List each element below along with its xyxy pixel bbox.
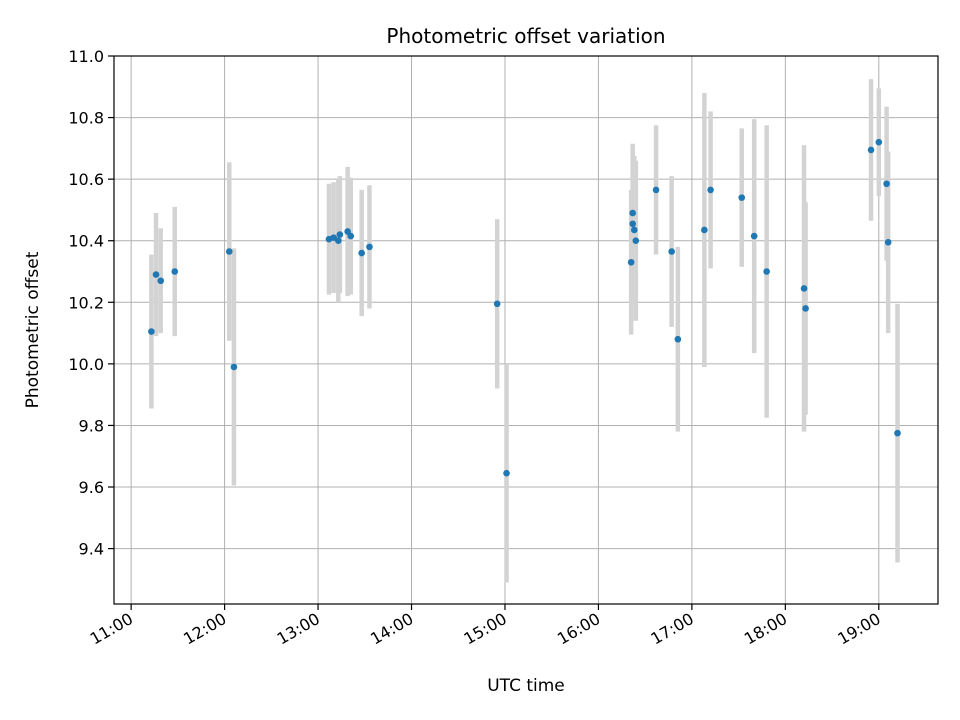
data-point — [883, 180, 890, 188]
x-tick-label: 15:00 — [461, 609, 510, 649]
y-tick-label: 10.0 — [68, 355, 104, 374]
x-axis: 11:00 12:00 13:00 14:00 15:00 16:00 17:00 18:00… — [87, 604, 884, 649]
y-tick-label: 10.2 — [68, 293, 104, 312]
y-tick-label: 10.4 — [68, 232, 104, 251]
data-point — [358, 249, 365, 257]
y-tick-label: 9.8 — [79, 416, 104, 435]
y-tick-label: 9.4 — [79, 540, 104, 559]
data-point — [750, 232, 758, 240]
data-point — [152, 271, 160, 278]
data-point — [763, 268, 770, 275]
data-point — [627, 258, 635, 266]
grid — [114, 55, 938, 604]
data-point — [674, 335, 682, 343]
data-point — [668, 248, 675, 255]
data-points — [148, 138, 901, 477]
data-point — [148, 328, 155, 335]
data-point — [344, 228, 351, 235]
data-point — [738, 194, 746, 201]
x-tick-label: 16:00 — [554, 609, 603, 649]
data-point — [330, 234, 337, 241]
data-point — [503, 469, 510, 477]
chart-title: Photometric offset variation — [386, 24, 665, 48]
data-point — [707, 186, 714, 194]
data-point — [225, 248, 233, 255]
data-point — [701, 226, 708, 234]
plot-frame — [113, 55, 939, 605]
data-point — [171, 268, 179, 275]
data-point — [867, 146, 875, 154]
y-axis: 9.4 9.6 9.8 10.0 10.2 10.4 10.6 10.8 11.0 — [68, 47, 114, 559]
data-point — [802, 305, 809, 312]
data-point — [652, 186, 660, 194]
x-tick-label: 11:00 — [87, 609, 136, 649]
data-point — [335, 237, 342, 245]
data-point — [336, 231, 344, 238]
x-tick-label: 13:00 — [274, 609, 323, 649]
x-axis-label: UTC time — [487, 676, 565, 696]
data-point — [629, 220, 636, 228]
data-point — [630, 226, 638, 234]
data-point — [347, 232, 355, 240]
data-point — [629, 209, 636, 217]
data-point — [632, 237, 640, 245]
data-point — [157, 277, 165, 285]
x-tick-label: 17:00 — [647, 609, 696, 649]
data-point — [230, 363, 238, 371]
data-point — [493, 300, 501, 308]
y-axis-label: Photometric offset — [23, 251, 43, 408]
data-point — [884, 238, 892, 246]
y-tick-label: 10.6 — [68, 170, 104, 189]
y-tick-label: 9.6 — [79, 478, 104, 497]
data-point — [366, 243, 373, 251]
y-tick-label: 10.8 — [68, 109, 104, 128]
data-point — [800, 285, 808, 292]
x-tick-label: 12:00 — [180, 609, 229, 649]
data-point — [894, 429, 901, 437]
x-tick-label: 19:00 — [834, 609, 883, 649]
data-point — [875, 138, 883, 146]
x-tick-label: 14:00 — [367, 609, 416, 649]
x-tick-label: 18:00 — [741, 609, 790, 649]
y-tick-label: 11.0 — [68, 47, 104, 66]
